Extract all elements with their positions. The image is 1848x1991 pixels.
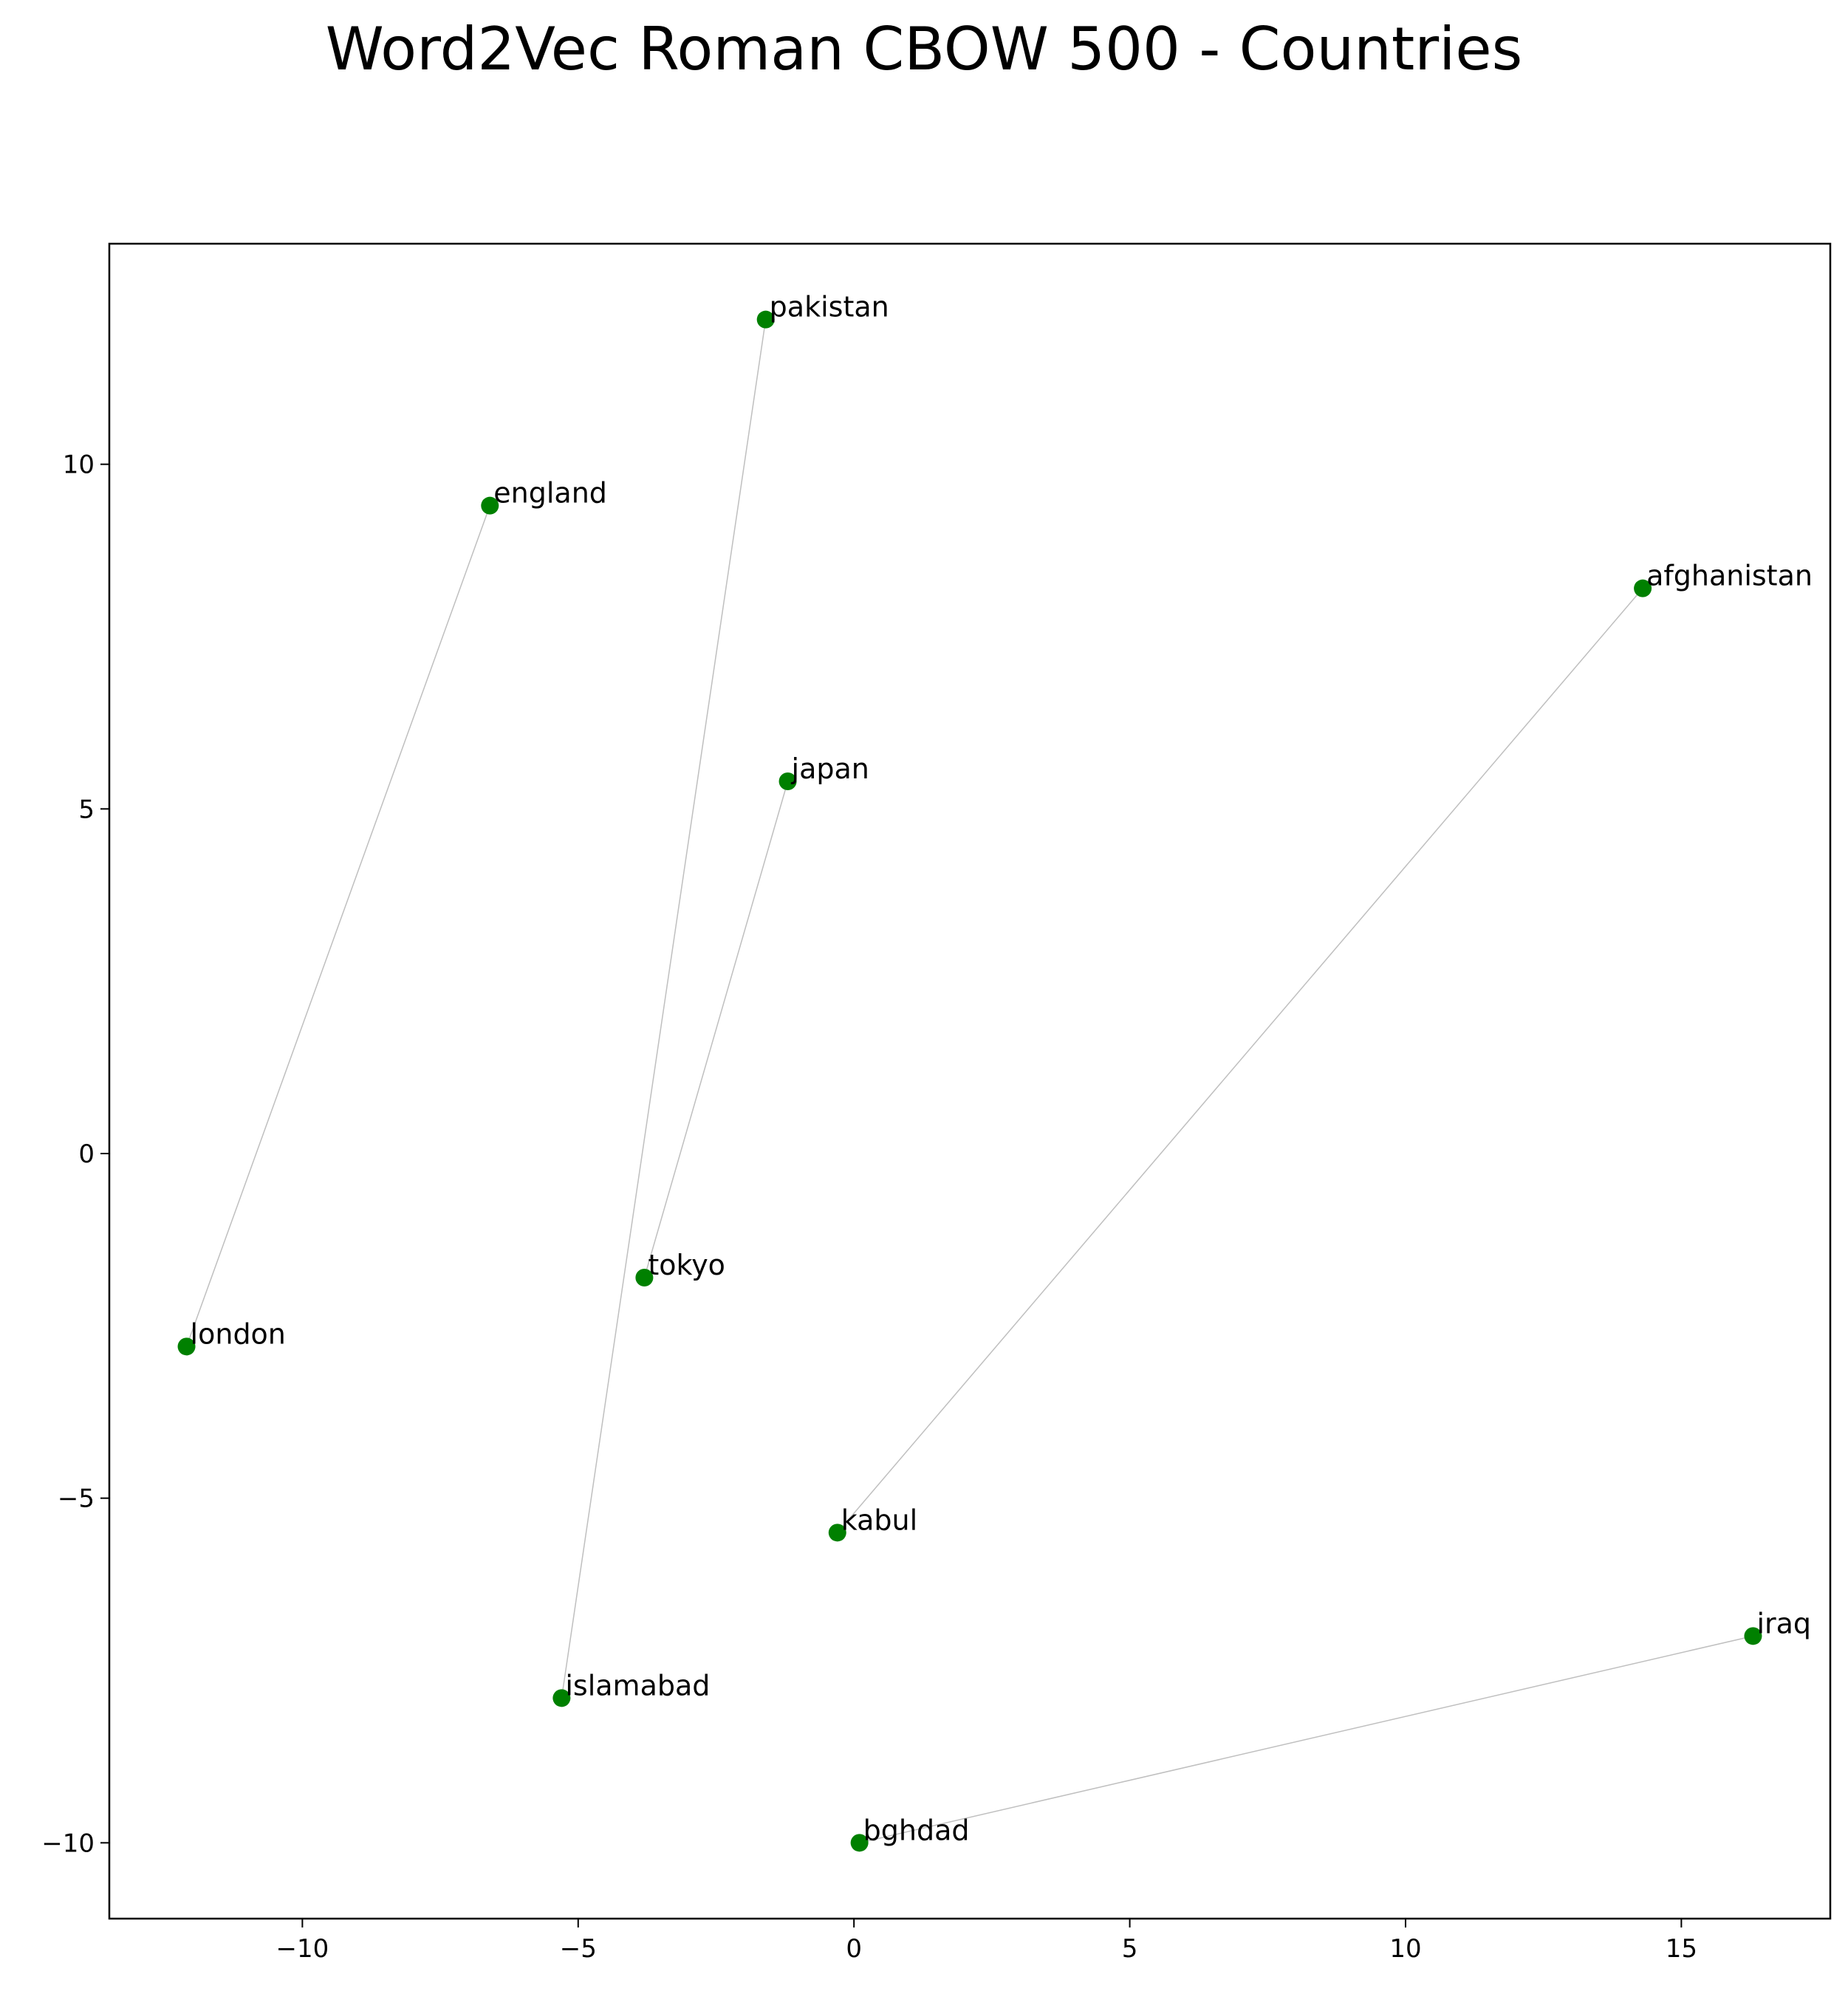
point-label-islamabad: islamabad bbox=[565, 1669, 710, 1702]
link-line-afghanistan-kabul bbox=[837, 588, 1643, 1533]
y-tick-label: −5 bbox=[58, 1484, 95, 1514]
y-tick-label: 10 bbox=[63, 450, 95, 480]
point-label-kabul: kabul bbox=[841, 1504, 917, 1536]
point-pakistan bbox=[756, 310, 775, 329]
point-london bbox=[177, 1337, 196, 1356]
point-kabul bbox=[828, 1524, 846, 1542]
point-islamabad bbox=[552, 1689, 571, 1707]
point-afghanistan bbox=[1634, 579, 1652, 597]
x-tick-label: −10 bbox=[276, 1934, 329, 1964]
point-iraq bbox=[1744, 1627, 1762, 1645]
point-bghdad bbox=[850, 1834, 869, 1852]
y-tick-label: 0 bbox=[78, 1140, 95, 1169]
point-japan bbox=[778, 772, 797, 790]
link-line-iraq-bghdad bbox=[859, 1635, 1753, 1844]
plot-frame bbox=[108, 242, 1832, 1920]
x-tick-label: 10 bbox=[1389, 1934, 1421, 1964]
link-line-japan-tokyo bbox=[643, 781, 789, 1278]
point-label-pakistan: pakistan bbox=[770, 291, 889, 323]
point-label-bghdad: bghdad bbox=[863, 1814, 970, 1846]
y-tick-label: 5 bbox=[78, 795, 95, 824]
point-label-tokyo: tokyo bbox=[648, 1249, 725, 1281]
link-line-england-london bbox=[185, 505, 490, 1347]
point-label-afghanistan: afghanistan bbox=[1646, 560, 1813, 592]
point-label-japan: japan bbox=[791, 753, 869, 785]
point-label-london: london bbox=[191, 1317, 286, 1350]
point-label-england: england bbox=[493, 477, 607, 510]
point-tokyo bbox=[635, 1269, 654, 1286]
link-line-pakistan-islamabad bbox=[561, 319, 767, 1699]
chart-title: Word2Vec Roman CBOW 500 - Countries bbox=[325, 15, 1523, 83]
x-tick-label: −5 bbox=[560, 1934, 597, 1964]
point-england bbox=[481, 496, 499, 515]
point-label-iraq: iraq bbox=[1756, 1607, 1811, 1639]
x-tick-label: 0 bbox=[846, 1934, 862, 1964]
x-tick-label: 5 bbox=[1122, 1934, 1138, 1964]
x-tick-label: 15 bbox=[1666, 1934, 1697, 1964]
y-tick-label: −10 bbox=[41, 1829, 95, 1858]
